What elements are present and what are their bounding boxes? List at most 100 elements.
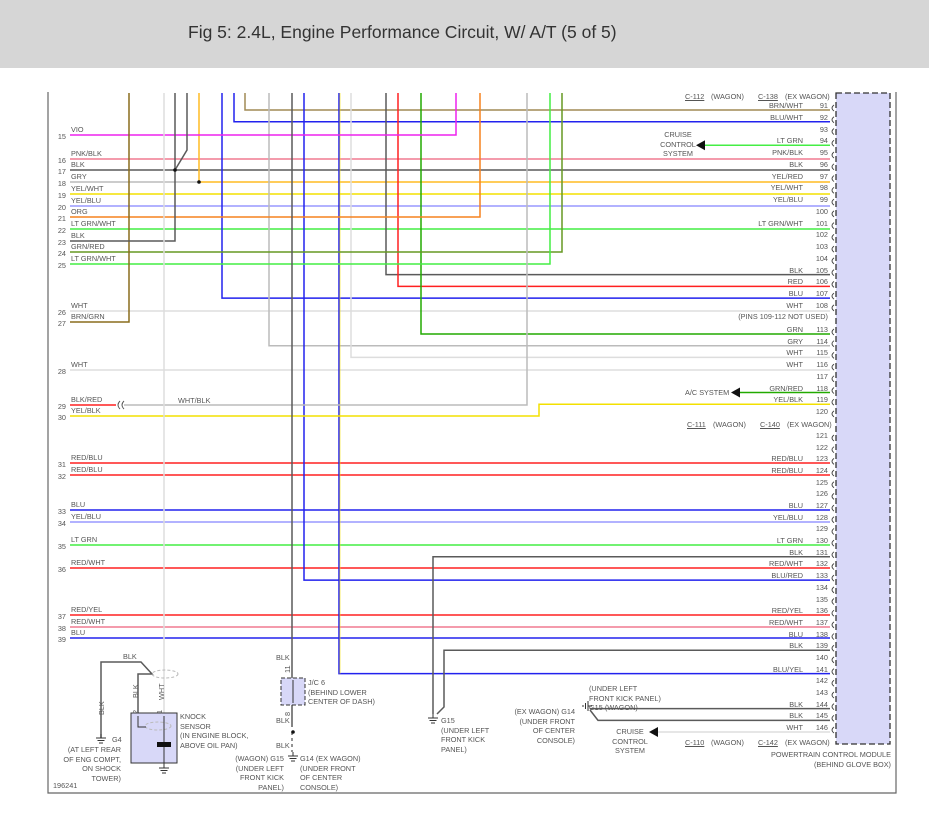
right-pin-number: 130 bbox=[815, 536, 828, 546]
right-pin-number: 108 bbox=[815, 300, 828, 310]
arrow-icon bbox=[649, 727, 658, 737]
pin-number: 2 bbox=[131, 709, 140, 714]
right-pin-number: 120 bbox=[815, 406, 828, 416]
connector-variant: (WAGON) bbox=[713, 420, 746, 429]
cruise-control-label: CRUISE CONTROL SYSTEM bbox=[612, 727, 648, 756]
connector-variant: (EX WAGON) bbox=[785, 92, 830, 101]
right-pin-number: 104 bbox=[815, 253, 828, 263]
connector-cavity bbox=[831, 528, 835, 535]
right-pin-number: 116 bbox=[816, 360, 828, 370]
connector-id: C-112 bbox=[685, 92, 705, 101]
connector-cavity bbox=[831, 469, 835, 477]
connector-cavity bbox=[831, 446, 835, 454]
right-pin-number: 118 bbox=[816, 383, 828, 393]
right-wire-label: RED/WHT bbox=[768, 559, 803, 569]
right-wire-label: BLU bbox=[788, 289, 803, 299]
right-pin-number: 98 bbox=[819, 183, 828, 193]
right-pin-number: 144 bbox=[815, 699, 828, 709]
shield-icon bbox=[151, 669, 179, 679]
right-wire-label: LT GRN bbox=[776, 536, 803, 546]
left-pin-number: 30 bbox=[57, 413, 66, 422]
connector-cavity bbox=[831, 163, 835, 171]
inline-connector-icon bbox=[117, 400, 125, 410]
right-pin-number: 97 bbox=[819, 171, 828, 181]
wire-pin-21 bbox=[70, 93, 481, 218]
right-pin-number: 115 bbox=[816, 348, 828, 358]
connector-cavity bbox=[831, 714, 835, 722]
connector-cavity bbox=[831, 621, 835, 629]
right-pin-number: 129 bbox=[815, 524, 828, 534]
wire-pin-139 bbox=[436, 649, 830, 715]
wire-pin-25 bbox=[70, 93, 551, 265]
left-pin-number: 27 bbox=[57, 319, 66, 328]
right-pin-number: 132 bbox=[815, 559, 828, 569]
right-wire-label: YEL/WHT bbox=[770, 183, 803, 193]
right-wire-label: BLU bbox=[788, 501, 803, 511]
right-pin-number: 145 bbox=[815, 711, 828, 721]
right-pin-number: 94 bbox=[819, 136, 828, 146]
knock-sensor-label: KNOCK SENSOR (IN ENGINE BLOCK, ABOVE OIL… bbox=[180, 712, 249, 750]
pcm-label: POWERTRAIN CONTROL MODULE (BEHIND GLOVE … bbox=[770, 750, 891, 769]
left-pin-number: 17 bbox=[57, 167, 66, 176]
wire-pin-133 bbox=[303, 93, 830, 581]
right-wire-label: BLK bbox=[789, 699, 803, 709]
ground-label: (EX WAGON) G14 (UNDER FRONT OF CENTER CO… bbox=[514, 707, 575, 745]
right-wire-label: LT GRN bbox=[776, 136, 803, 146]
jc6-label: J/C 6 (BEHIND LOWER CENTER OF DASH) bbox=[308, 678, 375, 707]
connector-cavity bbox=[831, 175, 835, 182]
right-pin-number: 146 bbox=[815, 723, 828, 732]
left-wire-label: BLK bbox=[71, 231, 85, 240]
right-wire-label: RED/WHT bbox=[768, 617, 803, 627]
connector-cavity bbox=[831, 551, 835, 559]
connector-cavity bbox=[831, 598, 835, 605]
right-wire-label: WHT bbox=[786, 723, 803, 732]
left-pin-number: 39 bbox=[57, 635, 66, 644]
figure-id: 196241 bbox=[53, 781, 78, 790]
connector-cavity bbox=[831, 116, 835, 124]
connector-cavity bbox=[831, 186, 835, 194]
connector-cavity bbox=[831, 703, 835, 710]
right-pin-number: 91 bbox=[819, 101, 828, 110]
wire-knock-ground bbox=[100, 661, 154, 738]
left-wire-label: WHT bbox=[71, 301, 88, 310]
left-wire-label: BLU bbox=[71, 628, 86, 637]
connector-cavity bbox=[831, 128, 835, 135]
left-pin-number: 38 bbox=[57, 624, 66, 633]
left-pin-number: 22 bbox=[57, 226, 66, 235]
connector-variant: (WAGON) bbox=[711, 92, 744, 101]
left-wire-label: LT GRN/WHT bbox=[71, 254, 116, 263]
right-pin-number: 128 bbox=[815, 512, 828, 522]
splice-dot bbox=[197, 180, 201, 184]
left-pin-number: 24 bbox=[57, 249, 66, 258]
wire-pin-145 bbox=[589, 709, 830, 722]
right-wire-label: WHT bbox=[786, 348, 803, 358]
connector-cavity bbox=[831, 340, 835, 348]
connector-cavity bbox=[831, 504, 835, 512]
ground-g14-icon bbox=[582, 701, 592, 711]
right-wire-label: BLK bbox=[789, 159, 803, 169]
right-wire-label: GRN/RED bbox=[769, 383, 803, 393]
right-wire-label: PNK/BLK bbox=[772, 148, 803, 158]
ground-label: G14 (EX WAGON) (UNDER FRONT OF CENTER CO… bbox=[300, 754, 361, 792]
left-pin-number: 18 bbox=[57, 179, 66, 188]
connector-id: C-111 bbox=[687, 420, 706, 429]
connector-cavity bbox=[831, 245, 835, 253]
connector-cavity bbox=[831, 410, 835, 418]
right-pin-number: 136 bbox=[815, 606, 828, 616]
wire-label: WHT bbox=[157, 683, 166, 700]
left-pin-number: 23 bbox=[57, 238, 66, 247]
connector-cavity bbox=[831, 292, 835, 300]
wire-pin-91 bbox=[244, 93, 830, 111]
pin-number: 11 bbox=[283, 665, 292, 673]
connector-cavity bbox=[831, 516, 835, 524]
left-wire-label: YEL/BLU bbox=[71, 512, 102, 521]
wire-pin-106 bbox=[397, 93, 830, 288]
connector-variant: (WAGON) bbox=[711, 738, 744, 747]
arrow-icon bbox=[696, 140, 705, 151]
left-pin-number: 19 bbox=[57, 191, 66, 200]
right-pin-number: 107 bbox=[815, 289, 828, 299]
connector-id: C-140 bbox=[760, 420, 780, 429]
wire-label: BLK bbox=[123, 652, 137, 661]
pcm-module-box bbox=[835, 92, 891, 745]
cruise-control-label: CRUISE CONTROL SYSTEM bbox=[660, 130, 696, 159]
